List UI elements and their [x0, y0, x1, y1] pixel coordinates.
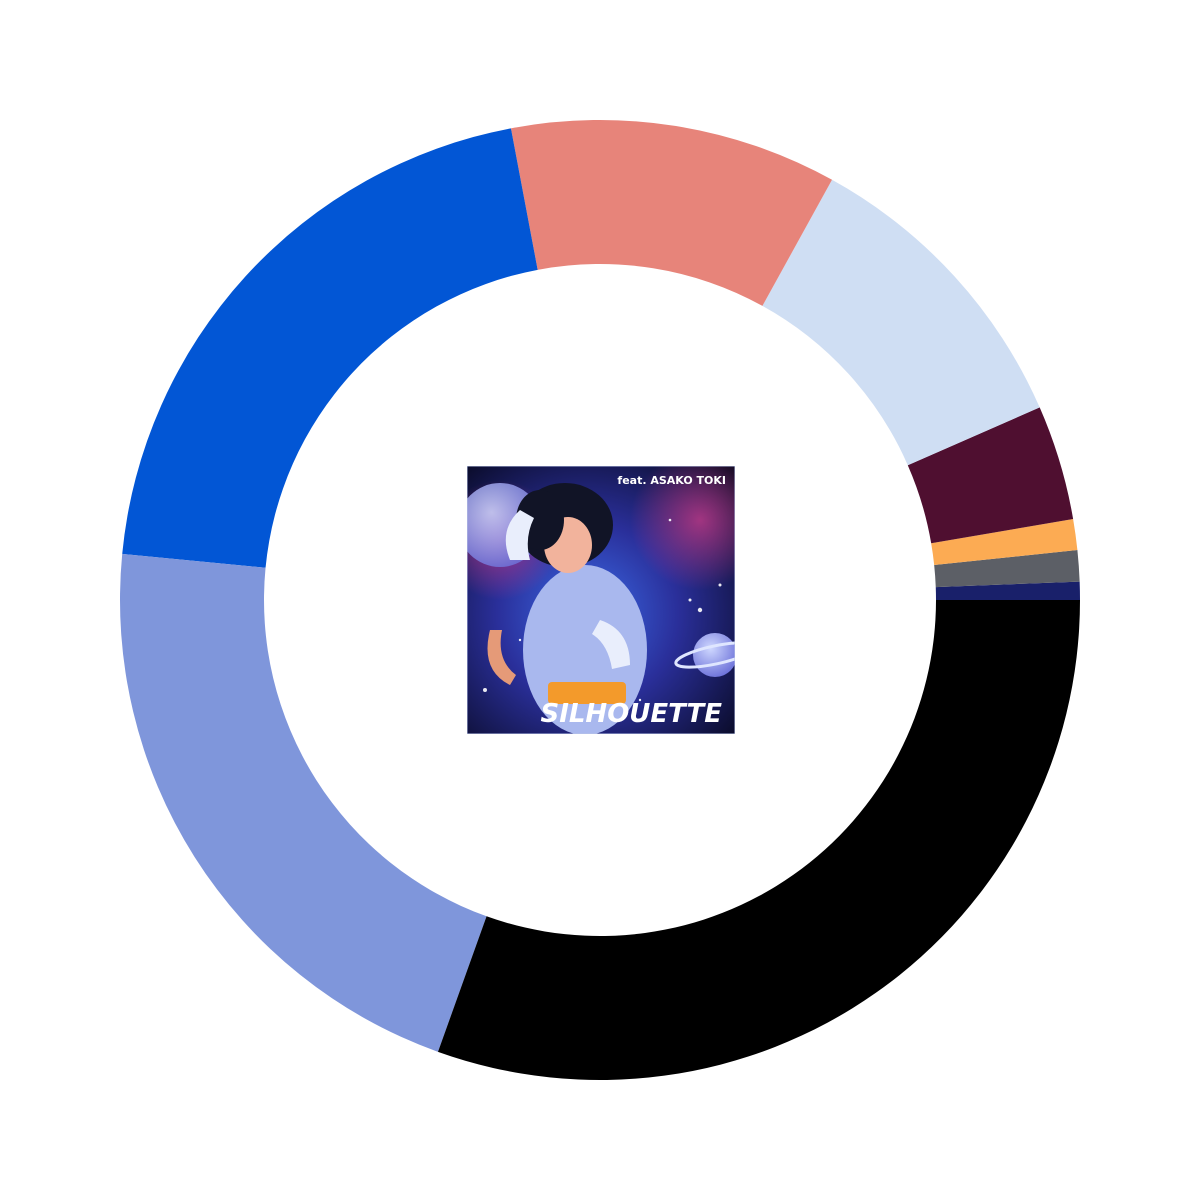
donut-slice-9 [437, 600, 1080, 1081]
cover-title: SILHOUETTE [540, 699, 722, 729]
donut-slice-8 [119, 553, 487, 1052]
donut-slice-7 [122, 128, 538, 568]
donut-slice-6 [510, 119, 833, 306]
donut-slice-1 [935, 581, 1080, 600]
cover-subtitle: feat. ASAKO TOKI [617, 474, 726, 487]
donut-slice-5 [762, 179, 1040, 466]
donut-slices [119, 119, 1080, 1081]
donut-slice-3 [931, 518, 1078, 566]
donut-slice-4 [907, 407, 1074, 544]
album-cover: feat. ASAKO TOKI SILHOUETTE [467, 466, 735, 734]
donut-slice-2 [934, 550, 1080, 588]
